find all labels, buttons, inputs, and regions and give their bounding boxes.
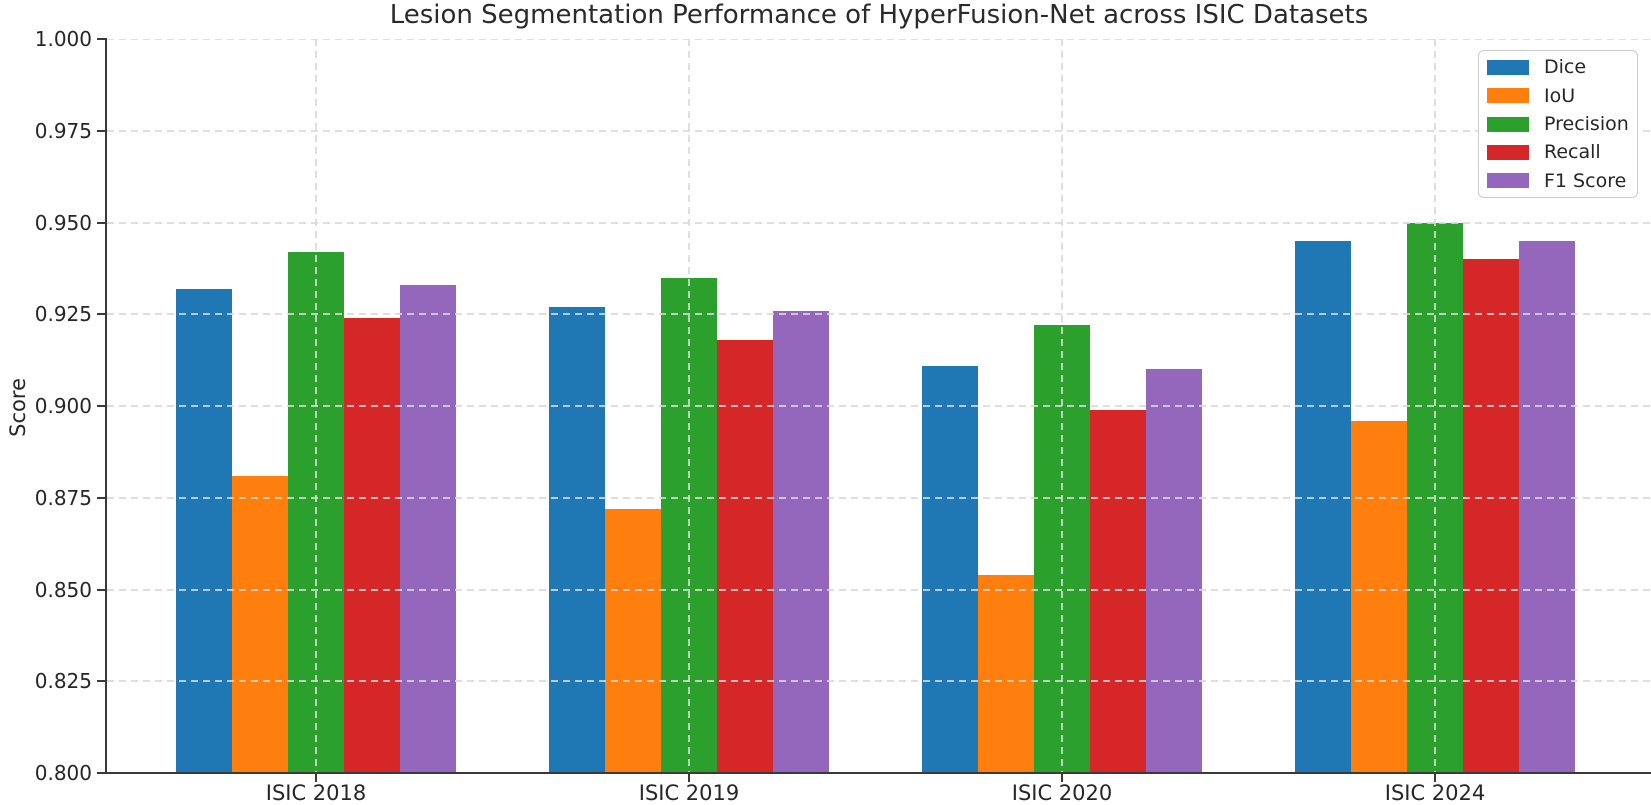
bar-dice-isic-2018	[176, 288, 232, 773]
x-tick-isic-2019	[688, 774, 690, 782]
y-tick-label-0.875: 0.875	[34, 485, 92, 510]
y-tick-label-0.975: 0.975	[34, 118, 92, 143]
legend-swatch-iou	[1487, 88, 1529, 104]
y-tick-0.825	[97, 680, 105, 683]
y-tick-0.875	[97, 496, 105, 499]
y-tick-label-0.900: 0.900	[34, 394, 92, 418]
legend-item-precision: Precision	[1479, 110, 1637, 138]
bar-precision-isic-2018	[288, 251, 344, 773]
y-tick-1.000	[97, 38, 105, 40]
bar-dice-isic-2024	[1295, 240, 1351, 773]
bar-recall-isic-2020	[1090, 409, 1146, 773]
plot-area	[107, 39, 1651, 773]
bar-recall-isic-2019	[717, 339, 773, 773]
y-tick-label-0.800: 0.800	[34, 761, 92, 785]
bar-iou-isic-2020	[978, 574, 1034, 773]
legend-swatch-dice	[1487, 59, 1529, 75]
legend-item-dice: Dice	[1479, 53, 1637, 81]
y-tick-0.850	[97, 588, 105, 591]
y-tick-label-1.000: 1.000	[34, 27, 92, 51]
bar-precision-isic-2019	[661, 277, 717, 773]
y-tick-0.975	[97, 129, 105, 132]
y-axis-spine	[105, 38, 107, 774]
bar-recall-isic-2024	[1463, 259, 1519, 773]
y-tick-label-0.925: 0.925	[34, 302, 92, 327]
legend-label-recall: Recall	[1544, 141, 1601, 164]
x-axis-spine	[105, 772, 1651, 774]
bar-f1-score-isic-2019	[773, 310, 829, 773]
x-tick-label-isic-2019: ISIC 2019	[638, 781, 740, 805]
bar-iou-isic-2024	[1351, 420, 1407, 773]
legend-label-dice: Dice	[1544, 56, 1587, 79]
bar-iou-isic-2019	[605, 508, 661, 773]
bar-dice-isic-2020	[922, 365, 978, 773]
legend-item-recall: Recall	[1479, 138, 1637, 166]
x-tick-isic-2024	[1434, 774, 1436, 782]
bar-f1-score-isic-2024	[1519, 240, 1575, 773]
x-tick-label-isic-2020: ISIC 2020	[1011, 781, 1113, 805]
x-tick-label-isic-2018: ISIC 2018	[265, 781, 367, 805]
legend: Dice IoU Precision Recall F1 Score	[1478, 50, 1638, 198]
y-tick-label-0.950: 0.950	[34, 210, 92, 235]
bar-f1-score-isic-2020	[1146, 369, 1202, 773]
bar-f1-score-isic-2018	[400, 284, 456, 773]
y-tick-0.950	[97, 221, 105, 224]
x-tick-label-isic-2024: ISIC 2024	[1384, 781, 1486, 805]
gridline-h-0.975	[107, 129, 1651, 132]
bar-iou-isic-2018	[232, 475, 288, 773]
y-tick-0.925	[97, 313, 105, 316]
bar-recall-isic-2018	[344, 317, 400, 773]
legend-swatch-f1-score	[1487, 173, 1529, 189]
legend-swatch-precision	[1487, 116, 1529, 132]
y-tick-label-0.850: 0.850	[34, 577, 92, 602]
x-tick-isic-2018	[315, 774, 317, 782]
y-tick-label-0.825: 0.825	[34, 669, 92, 694]
legend-item-iou: IoU	[1479, 81, 1637, 109]
bar-dice-isic-2019	[549, 306, 605, 773]
chart-title: Lesion Segmentation Performance of Hyper…	[389, 0, 1369, 30]
y-tick-0.800	[97, 772, 105, 774]
legend-item-f1-score: F1 Score	[1479, 167, 1637, 195]
legend-label-iou: IoU	[1544, 84, 1576, 107]
bar-precision-isic-2020	[1034, 325, 1090, 773]
y-tick-0.900	[97, 405, 105, 407]
x-tick-isic-2020	[1061, 774, 1063, 782]
bar-precision-isic-2024	[1407, 222, 1463, 773]
legend-swatch-recall	[1487, 144, 1529, 160]
legend-label-f1-score: F1 Score	[1544, 169, 1627, 192]
legend-label-precision: Precision	[1544, 113, 1629, 135]
gridline-h-1.000	[107, 39, 1651, 40]
